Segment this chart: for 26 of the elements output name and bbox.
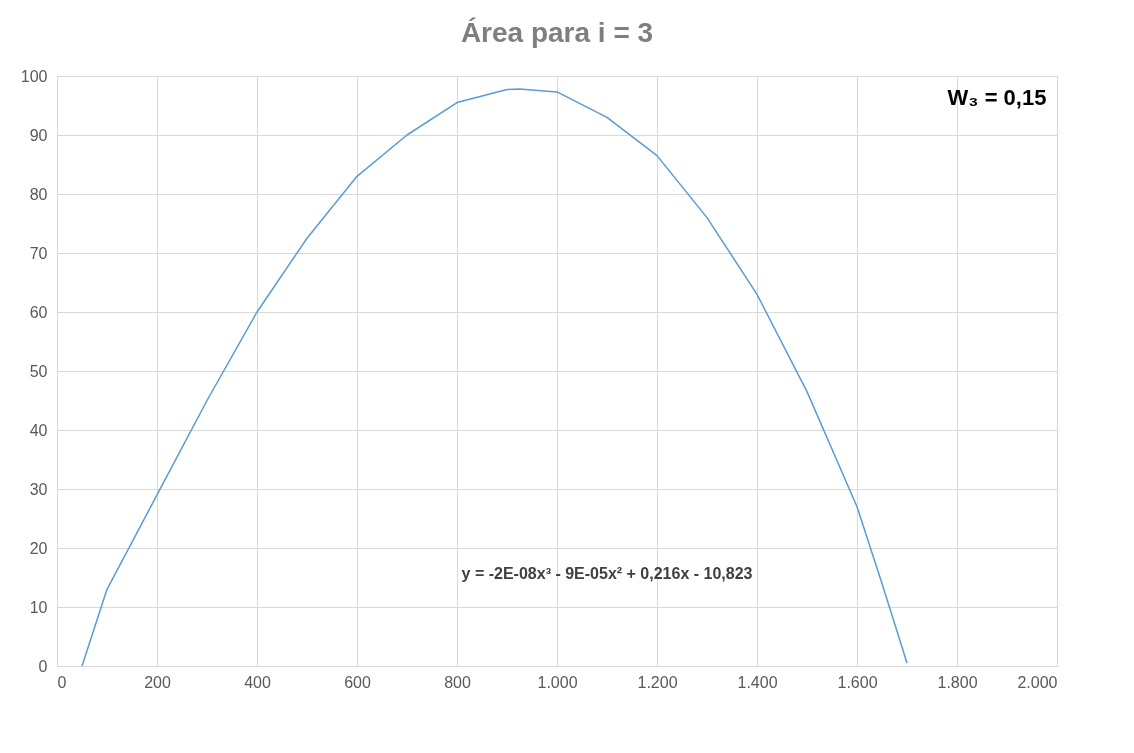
x-tick-label: 0: [57, 673, 67, 691]
x-tick-label: 1.600: [837, 673, 878, 691]
x-tick-label: 2.000: [1017, 673, 1058, 691]
y-tick-label: 90: [29, 126, 48, 144]
y-tick-label: 20: [29, 539, 48, 557]
x-tick-label: 800: [444, 673, 471, 691]
y-tick-label: 80: [29, 185, 48, 203]
chart-title: Área para i = 3: [460, 17, 654, 48]
x-tick-label: 1.200: [637, 673, 678, 691]
x-tick-label: 600: [344, 673, 371, 691]
y-tick-label: 0: [38, 657, 48, 675]
y-tick-label: 100: [20, 67, 48, 85]
y-tick-label: 60: [29, 303, 48, 321]
y-tick-label: 70: [29, 244, 48, 262]
y-tick-label: 40: [29, 421, 48, 439]
y-tick-label: 10: [29, 598, 48, 616]
x-tick-label: 1.800: [937, 673, 978, 691]
x-tick-label: 1.400: [737, 673, 778, 691]
x-tick-label: 400: [244, 673, 271, 691]
y-tick-label: 50: [29, 362, 48, 380]
x-tick-label: 1.000: [537, 673, 578, 691]
x-tick-label: 200: [144, 673, 171, 691]
annotation: W₃ = 0,15: [947, 85, 1047, 110]
annotation: y = -2E-08x³ - 9E-05x² + 0,216x - 10,823: [461, 565, 753, 582]
line-series: [81, 88, 908, 667]
y-tick-label: 30: [29, 480, 48, 498]
